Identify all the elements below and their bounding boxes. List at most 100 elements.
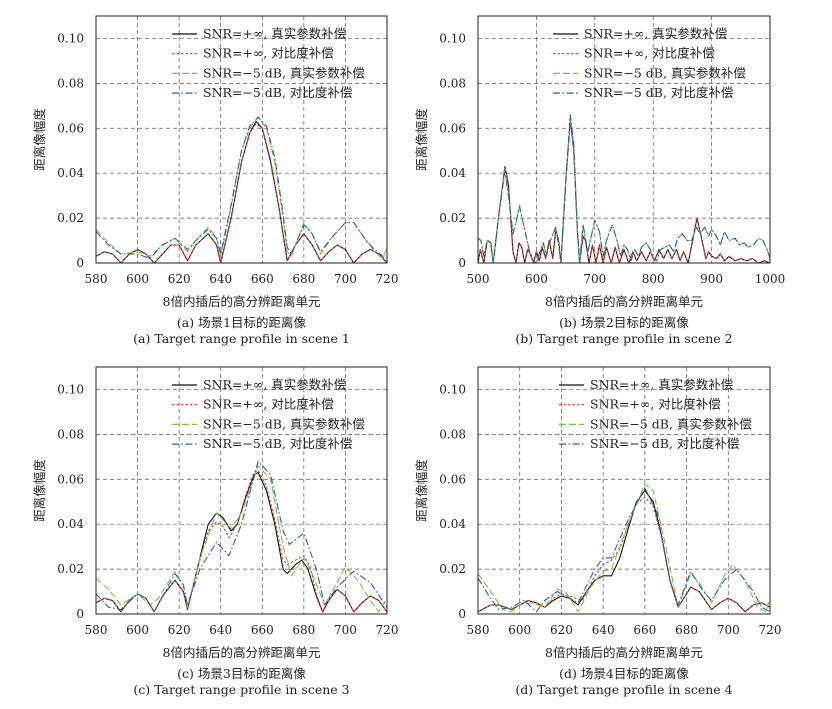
- caption-chinese: (a) 场景1目标的距离像: [177, 315, 307, 330]
- y-tick-label: 0.04: [439, 166, 466, 180]
- x-axis-label: 8倍内插后的高分辨距离单元: [163, 294, 321, 309]
- y-tick-label: 0: [458, 607, 466, 621]
- x-tick-label: 640: [209, 272, 232, 286]
- x-tick-label: 680: [292, 623, 315, 637]
- series-line-true-inf: [478, 118, 770, 263]
- y-tick-label: 0: [458, 256, 466, 270]
- x-tick-label: 600: [126, 623, 149, 637]
- x-tick-label: 720: [376, 272, 399, 286]
- x-tick-label: 680: [675, 623, 698, 637]
- x-tick-label: 580: [85, 623, 108, 637]
- caption-english: (d) Target range profile in scene 4: [515, 682, 732, 697]
- x-tick-label: 660: [251, 623, 274, 637]
- x-tick-label: 660: [633, 623, 656, 637]
- caption-chinese: (d) 场景4目标的距离像: [559, 666, 689, 681]
- y-axis-label: 距离像幅度: [32, 459, 47, 522]
- x-tick-label: 600: [525, 272, 548, 286]
- caption-english: (c) Target range profile in scene 3: [133, 682, 349, 697]
- x-axis-label: 8倍内插后的高分辨距离单元: [545, 645, 703, 660]
- legend-label: SNR=−5 dB, 真实参数补偿: [584, 65, 746, 80]
- y-tick-label: 0.06: [57, 121, 84, 135]
- y-tick-label: 0.10: [439, 382, 466, 396]
- legend-label: SNR=+∞, 对比度补偿: [590, 397, 721, 412]
- series-line-contrast-inf: [96, 123, 387, 263]
- legend-label: SNR=+∞, 真实参数补偿: [203, 26, 346, 41]
- y-tick-label: 0.06: [57, 472, 84, 486]
- x-tick-label: 580: [85, 272, 108, 286]
- x-tick-label: 700: [334, 272, 357, 286]
- plot-frame: [95, 15, 388, 264]
- plot-frame: [95, 366, 388, 615]
- x-tick-label: 1000: [755, 272, 786, 286]
- y-tick-label: 0.02: [57, 562, 84, 576]
- series-line-contrast-m5: [478, 487, 770, 613]
- y-tick-label: 0.10: [57, 31, 84, 45]
- legend-label: SNR=+∞, 真实参数补偿: [590, 377, 733, 392]
- x-tick-label: 680: [292, 272, 315, 286]
- x-tick-label: 700: [334, 623, 357, 637]
- series-line-contrast-m5: [478, 114, 770, 263]
- y-tick-label: 0.04: [57, 166, 84, 180]
- legend-label: SNR=+∞, 真实参数补偿: [203, 377, 346, 392]
- legend-label: SNR=−5 dB, 对比度补偿: [590, 436, 739, 451]
- x-tick-label: 600: [508, 623, 531, 637]
- subplot-b: 500 600 700 800 900 1000 0 0.02 0.04 0.06 0.08 0.10…: [414, 15, 786, 346]
- series-line-contrast-inf: [478, 496, 770, 613]
- y-tick-label: 0.04: [439, 517, 466, 531]
- y-tick-label: 0.10: [57, 382, 84, 396]
- series-line-contrast-m5: [96, 460, 387, 613]
- series-line-true-m5: [478, 483, 770, 613]
- y-tick-label: 0.02: [439, 562, 466, 576]
- legend-label: SNR=+∞, 对比度补偿: [584, 46, 715, 61]
- x-tick-label: 660: [251, 272, 274, 286]
- x-axis-label: 8倍内插后的高分辨距离单元: [545, 294, 703, 309]
- y-tick-label: 0.06: [439, 121, 466, 135]
- x-tick-label: 700: [583, 272, 606, 286]
- series-line-true-m5: [96, 116, 387, 260]
- legend-label: SNR=−5 dB, 对比度补偿: [203, 85, 352, 100]
- caption-english: (a) Target range profile in scene 1: [133, 331, 350, 346]
- x-tick-label: 800: [642, 272, 665, 286]
- x-tick-label: 620: [168, 623, 191, 637]
- legend-label: SNR=+∞, 真实参数补偿: [584, 26, 727, 41]
- x-tick-label: 720: [759, 623, 782, 637]
- y-tick-label: 0.02: [439, 211, 466, 225]
- x-tick-label: 620: [168, 272, 191, 286]
- y-tick-label: 0.06: [439, 472, 466, 486]
- series-line-true-inf: [96, 120, 387, 263]
- series-line-true-m5: [96, 465, 387, 613]
- caption-english: (b) Target range profile in scene 2: [515, 331, 732, 346]
- legend-label: SNR=+∞, 对比度补偿: [203, 46, 334, 61]
- legend-label: SNR=+∞, 对比度补偿: [203, 397, 334, 412]
- subplot-c: 580 600 620 640 660 680 700 720 0 0.02 0.04 0.06 0.0…: [32, 366, 399, 697]
- legend-label: SNR=−5 dB, 真实参数补偿: [203, 416, 365, 431]
- caption-chinese: (b) 场景2目标的距离像: [559, 315, 689, 330]
- x-tick-label: 720: [376, 623, 399, 637]
- y-axis-label: 距离像幅度: [414, 459, 429, 522]
- x-tick-label: 700: [717, 623, 740, 637]
- y-tick-label: 0: [76, 607, 84, 621]
- subplot-d: 580 600 620 640 660 680 700 720 0 0.02 0.04 0.06 0.0…: [414, 366, 782, 697]
- y-tick-label: 0.08: [439, 427, 466, 441]
- x-tick-label: 600: [126, 272, 149, 286]
- y-axis-label: 距离像幅度: [414, 108, 429, 171]
- series-line-true-inf: [478, 489, 770, 613]
- subplot-a: 580 600 620 640 660 680 700 720 0 0.02 0.04 0.06 0.0…: [32, 15, 399, 346]
- series-line-contrast-m5: [96, 116, 387, 263]
- x-tick-label: 620: [550, 623, 573, 637]
- y-tick-label: 0: [76, 256, 84, 270]
- plot-frame: [477, 15, 771, 264]
- x-tick-label: 900: [700, 272, 723, 286]
- x-tick-label: 500: [467, 272, 490, 286]
- x-tick-label: 640: [592, 623, 615, 637]
- legend-label: SNR=−5 dB, 真实参数补偿: [590, 416, 752, 431]
- legend-label: SNR=−5 dB, 对比度补偿: [203, 436, 352, 451]
- x-tick-label: 580: [467, 623, 490, 637]
- legend-label: SNR=−5 dB, 对比度补偿: [584, 85, 733, 100]
- legend-label: SNR=−5 dB, 真实参数补偿: [203, 65, 365, 80]
- y-tick-label: 0.04: [57, 517, 84, 531]
- y-axis-label: 距离像幅度: [32, 108, 47, 171]
- series-line-true-inf: [96, 471, 387, 613]
- plot-frame: [477, 366, 771, 615]
